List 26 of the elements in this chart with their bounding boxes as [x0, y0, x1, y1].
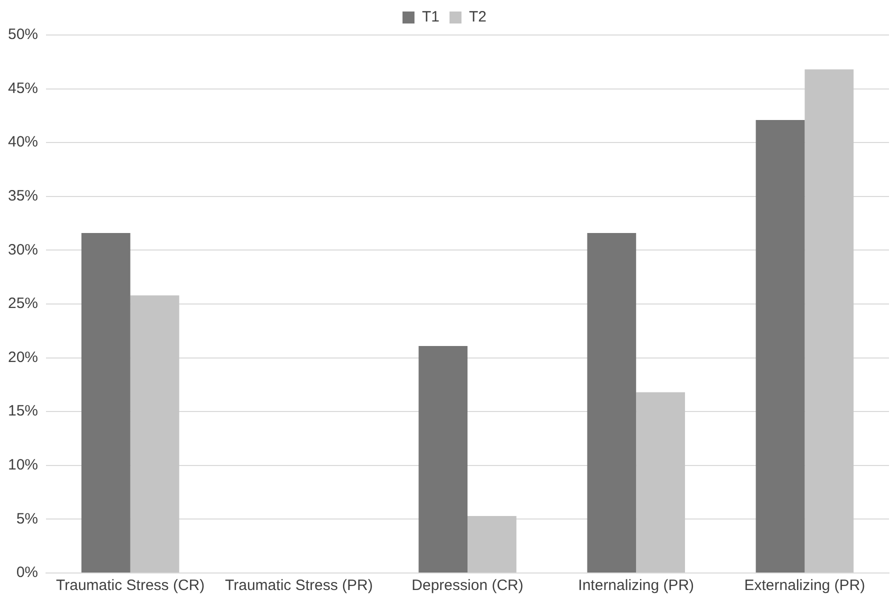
y-tick-label: 5% [16, 510, 38, 528]
y-tick-label: 35% [8, 188, 38, 205]
x-tick-label: Traumatic Stress (PR) [225, 577, 373, 594]
bar [130, 295, 180, 572]
bar [587, 232, 636, 572]
bar [468, 516, 516, 572]
x-tick-label: Externalizing (PR) [744, 577, 866, 594]
x-tick-label: Internalizing (PR) [578, 577, 694, 594]
y-tick-label: 40% [8, 134, 38, 151]
x-tick-label: Traumatic Stress (CR) [56, 577, 205, 594]
y-tick-label: 0% [16, 564, 38, 582]
bar [81, 232, 130, 572]
y-tick-label: 15% [8, 402, 38, 420]
y-tick-label: 20% [8, 348, 38, 366]
y-tick-label: 10% [8, 456, 38, 474]
y-tick-label: 50% [8, 26, 38, 44]
legend-label: T2 [469, 8, 487, 26]
bar [418, 346, 468, 572]
y-tick-label: 25% [8, 295, 38, 312]
y-tick-label: 30% [8, 241, 38, 258]
bar [636, 392, 685, 572]
y-tick-label: 45% [8, 80, 38, 97]
legend-label: T1 [422, 8, 440, 26]
x-tick-label: Depression (CR) [412, 577, 524, 594]
bar [804, 69, 854, 572]
bar [756, 120, 805, 572]
